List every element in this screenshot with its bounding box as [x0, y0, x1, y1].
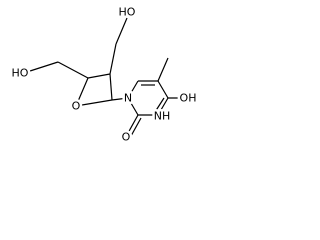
bond: [127, 114, 139, 134]
bond: [29, 61, 59, 72]
atom-label: OH: [180, 92, 197, 105]
bond: [109, 43, 117, 75]
atom-label: O: [122, 131, 131, 144]
bond: [75, 99, 113, 107]
bond: [127, 97, 139, 116]
bond: [127, 80, 139, 99]
bond: [75, 77, 89, 107]
bond: [57, 61, 89, 79]
bond: [87, 73, 111, 79]
bond: [157, 97, 169, 116]
bond: [157, 80, 169, 99]
atom-label: HO: [12, 67, 29, 80]
bond: [157, 57, 169, 82]
molecule-diagram: HO HO O N O NH OH: [9, 3, 199, 146]
atom-label: NH: [154, 110, 171, 123]
atom-label: HO: [119, 6, 136, 19]
double-bond: [154, 97, 165, 113]
double-bond: [130, 117, 142, 137]
bonds: [29, 17, 185, 137]
bond: [115, 17, 128, 45]
bond: [109, 73, 113, 101]
atom-labels: HO HO O N O NH OH: [9, 3, 199, 146]
bond: [111, 97, 129, 101]
atom-label: N: [124, 92, 132, 105]
atom-label: O: [72, 100, 81, 113]
